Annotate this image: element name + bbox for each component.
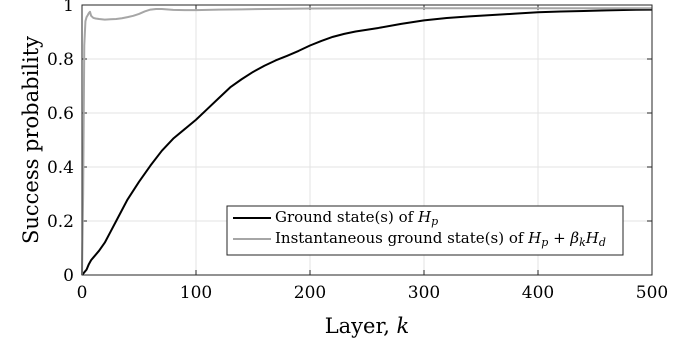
plot-frame	[81, 4, 653, 276]
x-axis-label: Layer, k	[325, 314, 410, 338]
x-axis-label-text: Layer,	[325, 314, 397, 338]
x-tick-label: 100	[180, 283, 212, 303]
legend-math-sub: p	[431, 215, 438, 228]
legend-label-ground-state: Ground state(s) of Hp	[275, 208, 438, 228]
legend: Ground state(s) of Hp Instantaneous grou…	[226, 205, 624, 256]
legend-box	[226, 205, 624, 256]
y-tick-label: 1	[63, 0, 74, 16]
legend-label-instantaneous-prefix: Instantaneous ground state(s) of	[275, 229, 528, 247]
x-tick-label: 500	[636, 283, 668, 303]
series-line-instantaneous	[81, 7, 652, 276]
series-line-ground-state	[81, 8, 653, 276]
x-tick-label: 0	[77, 283, 88, 303]
y-tick-label: 0.2	[47, 212, 74, 232]
x-tick-label: 200	[294, 283, 326, 303]
legend-math-h: H	[417, 208, 432, 226]
x-tick-label: 400	[522, 283, 554, 303]
y-tick-label: 0.4	[47, 158, 74, 178]
series-layer	[81, 7, 653, 276]
axis-ticks: 0 100 200 300 400 500 0 0.2 0.4 0.6 0.8 1	[47, 0, 668, 303]
y-tick-label: 0.6	[47, 104, 74, 124]
y-tick-label: 0	[63, 266, 74, 286]
x-axis-label-var: k	[397, 314, 410, 338]
y-tick-label: 0.8	[47, 50, 74, 70]
legend-label-ground-state-prefix: Ground state(s) of	[275, 208, 418, 226]
legend-label-instantaneous: Instantaneous ground state(s) of Hp + βk…	[275, 229, 606, 249]
x-tick-label: 300	[408, 283, 440, 303]
y-axis-label: Success probability	[19, 36, 43, 244]
